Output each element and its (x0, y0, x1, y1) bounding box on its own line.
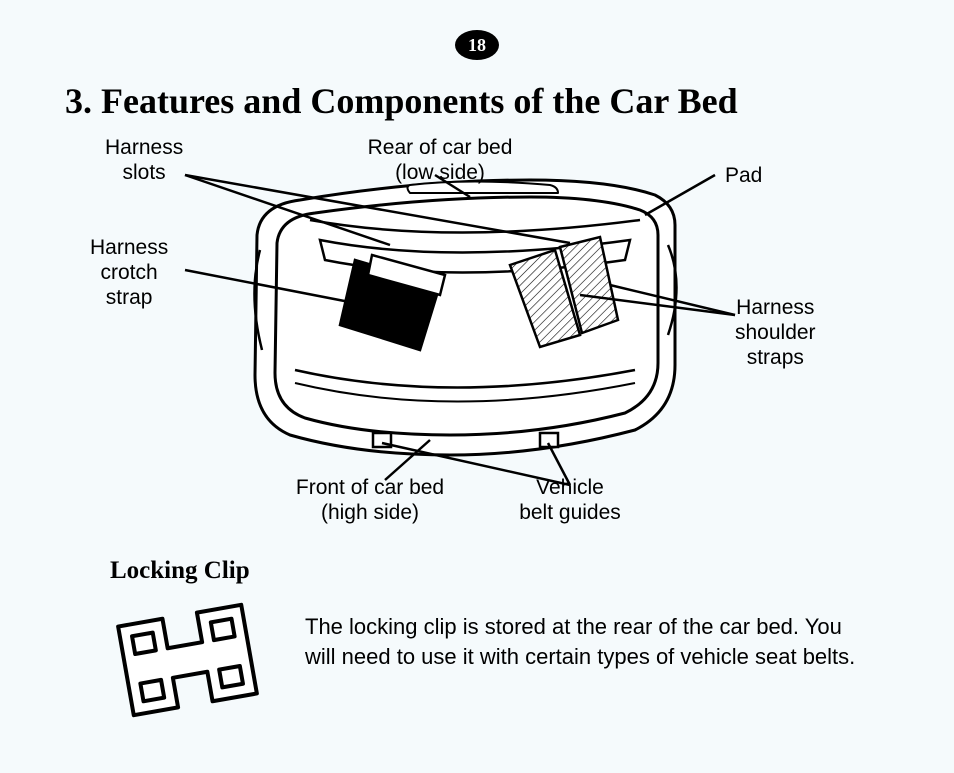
locking-clip-icon (101, 587, 274, 732)
label-front-of-bed: Front of car bed(high side) (280, 475, 460, 525)
label-harness-slots: Harnessslots (105, 135, 183, 185)
page-number-badge: 18 (455, 30, 499, 60)
locking-clip-heading: Locking Clip (110, 557, 870, 585)
page-number: 18 (468, 35, 486, 56)
locking-clip-section: Locking Clip The locking clip is stored … (110, 557, 870, 720)
locking-clip-text: The locking clip is stored at the rear o… (305, 600, 870, 671)
label-rear-of-bed: Rear of car bed(low side) (355, 135, 525, 185)
label-harness-shoulder-straps: Harnessshoulderstraps (735, 295, 816, 371)
label-pad: Pad (725, 163, 762, 188)
car-bed-diagram: Harnessslots Rear of car bed(low side) P… (110, 135, 850, 535)
label-vehicle-belt-guides: Vehiclebelt guides (510, 475, 630, 525)
section-title: 3. Features and Components of the Car Be… (65, 80, 738, 122)
label-harness-crotch-strap: Harnesscrotchstrap (90, 235, 168, 311)
